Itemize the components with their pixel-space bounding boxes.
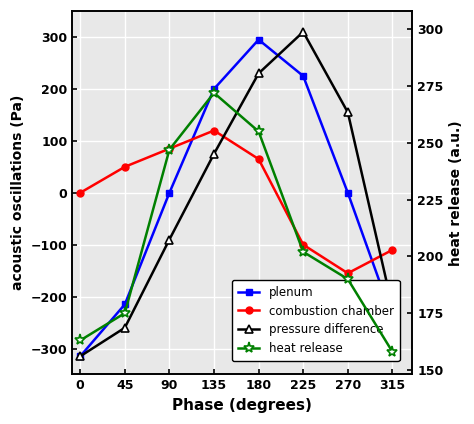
heat release <box>166 147 172 152</box>
combustion chamber <box>166 146 172 151</box>
pressure difference <box>345 110 351 115</box>
plenum <box>77 354 83 359</box>
heat release <box>211 90 217 95</box>
Legend: plenum, combustion chamber, pressure difference, heat release: plenum, combustion chamber, pressure dif… <box>232 280 400 361</box>
heat release <box>122 311 128 316</box>
X-axis label: Phase (degrees): Phase (degrees) <box>173 398 312 413</box>
heat release <box>256 129 262 134</box>
plenum <box>122 302 128 307</box>
combustion chamber <box>256 156 262 162</box>
plenum <box>211 86 217 92</box>
pressure difference <box>390 304 395 310</box>
combustion chamber <box>211 128 217 133</box>
pressure difference <box>211 151 217 156</box>
plenum <box>301 73 306 78</box>
Line: pressure difference: pressure difference <box>76 28 397 360</box>
pressure difference <box>166 237 172 242</box>
heat release <box>301 249 306 254</box>
combustion chamber <box>345 271 351 276</box>
heat release <box>390 349 395 354</box>
plenum <box>345 190 351 195</box>
pressure difference <box>77 354 83 359</box>
pressure difference <box>301 29 306 34</box>
pressure difference <box>122 325 128 330</box>
combustion chamber <box>301 242 306 247</box>
Line: combustion chamber: combustion chamber <box>77 127 396 277</box>
plenum <box>390 315 395 320</box>
combustion chamber <box>77 190 83 195</box>
Y-axis label: acoustic oscillations (Pa): acoustic oscillations (Pa) <box>11 95 25 290</box>
heat release <box>77 338 83 343</box>
combustion chamber <box>390 247 395 252</box>
Y-axis label: heat release (a.u.): heat release (a.u.) <box>449 120 463 265</box>
heat release <box>345 276 351 282</box>
combustion chamber <box>122 164 128 169</box>
Line: heat release: heat release <box>74 87 398 357</box>
pressure difference <box>256 71 262 76</box>
plenum <box>166 190 172 195</box>
Line: plenum: plenum <box>77 36 396 360</box>
plenum <box>256 37 262 42</box>
